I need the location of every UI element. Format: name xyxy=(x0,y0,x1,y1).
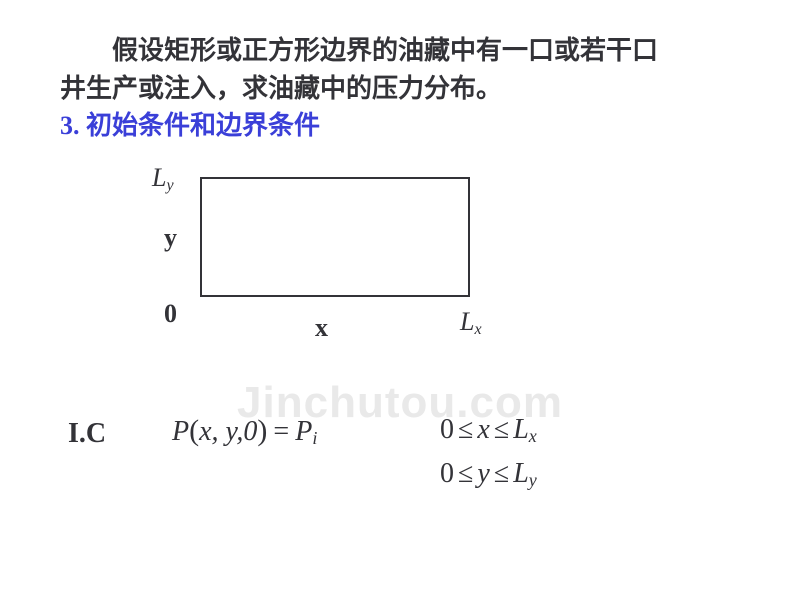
reservoir-rectangle xyxy=(200,177,470,297)
r1-Lsub: x xyxy=(529,426,537,446)
r2-le1: ≤ xyxy=(454,458,477,489)
text-line-1: 假设矩形或正方形边界的油藏中有一口或若干口 xyxy=(60,32,720,70)
Ly-sub: y xyxy=(166,177,173,194)
ic-Pi: P xyxy=(295,416,312,447)
r1-le2: ≤ xyxy=(490,414,513,445)
label-Ly: Ly xyxy=(152,163,174,195)
r1-L: L xyxy=(513,414,529,445)
label-x: x xyxy=(315,313,328,343)
Lx-sub: x xyxy=(474,321,481,338)
section-heading: 3. 初始条件和边界条件 xyxy=(60,107,720,145)
range-y: 0≤y≤Ly xyxy=(440,458,537,491)
ic-eq: = xyxy=(267,416,295,447)
problem-text: 假设矩形或正方形边界的油藏中有一口或若干口 井生产或注入，求油藏中的压力分布。 … xyxy=(60,32,720,145)
r2-Lsub: y xyxy=(529,470,537,490)
watermark: Jinchutou.com xyxy=(0,378,800,428)
text-line-2: 井生产或注入，求油藏中的压力分布。 xyxy=(60,70,720,108)
ic-equation: P(x, y,0)=Pi xyxy=(172,414,317,449)
ic-args: x, y,0 xyxy=(199,416,257,447)
ic-P: P xyxy=(172,416,189,447)
rect-diagram: Ly y 0 x Lx xyxy=(130,165,550,365)
ic-lparen: ( xyxy=(189,414,199,447)
r1-zero: 0 xyxy=(440,414,454,445)
r2-L: L xyxy=(513,458,529,489)
r2-le2: ≤ xyxy=(490,458,513,489)
Lx-main: L xyxy=(460,307,474,336)
label-zero: 0 xyxy=(164,299,177,329)
r1-le1: ≤ xyxy=(454,414,477,445)
ic-label: I.C xyxy=(68,418,106,450)
r2-y: y xyxy=(477,458,489,489)
label-Lx: Lx xyxy=(460,307,482,339)
ic-Pi-sub: i xyxy=(312,428,317,448)
Ly-main: L xyxy=(152,163,166,192)
r2-zero: 0 xyxy=(440,458,454,489)
range-x: 0≤x≤Lx xyxy=(440,414,537,447)
ic-rparen: ) xyxy=(257,414,267,447)
r1-x: x xyxy=(477,414,489,445)
label-y: y xyxy=(164,223,177,253)
